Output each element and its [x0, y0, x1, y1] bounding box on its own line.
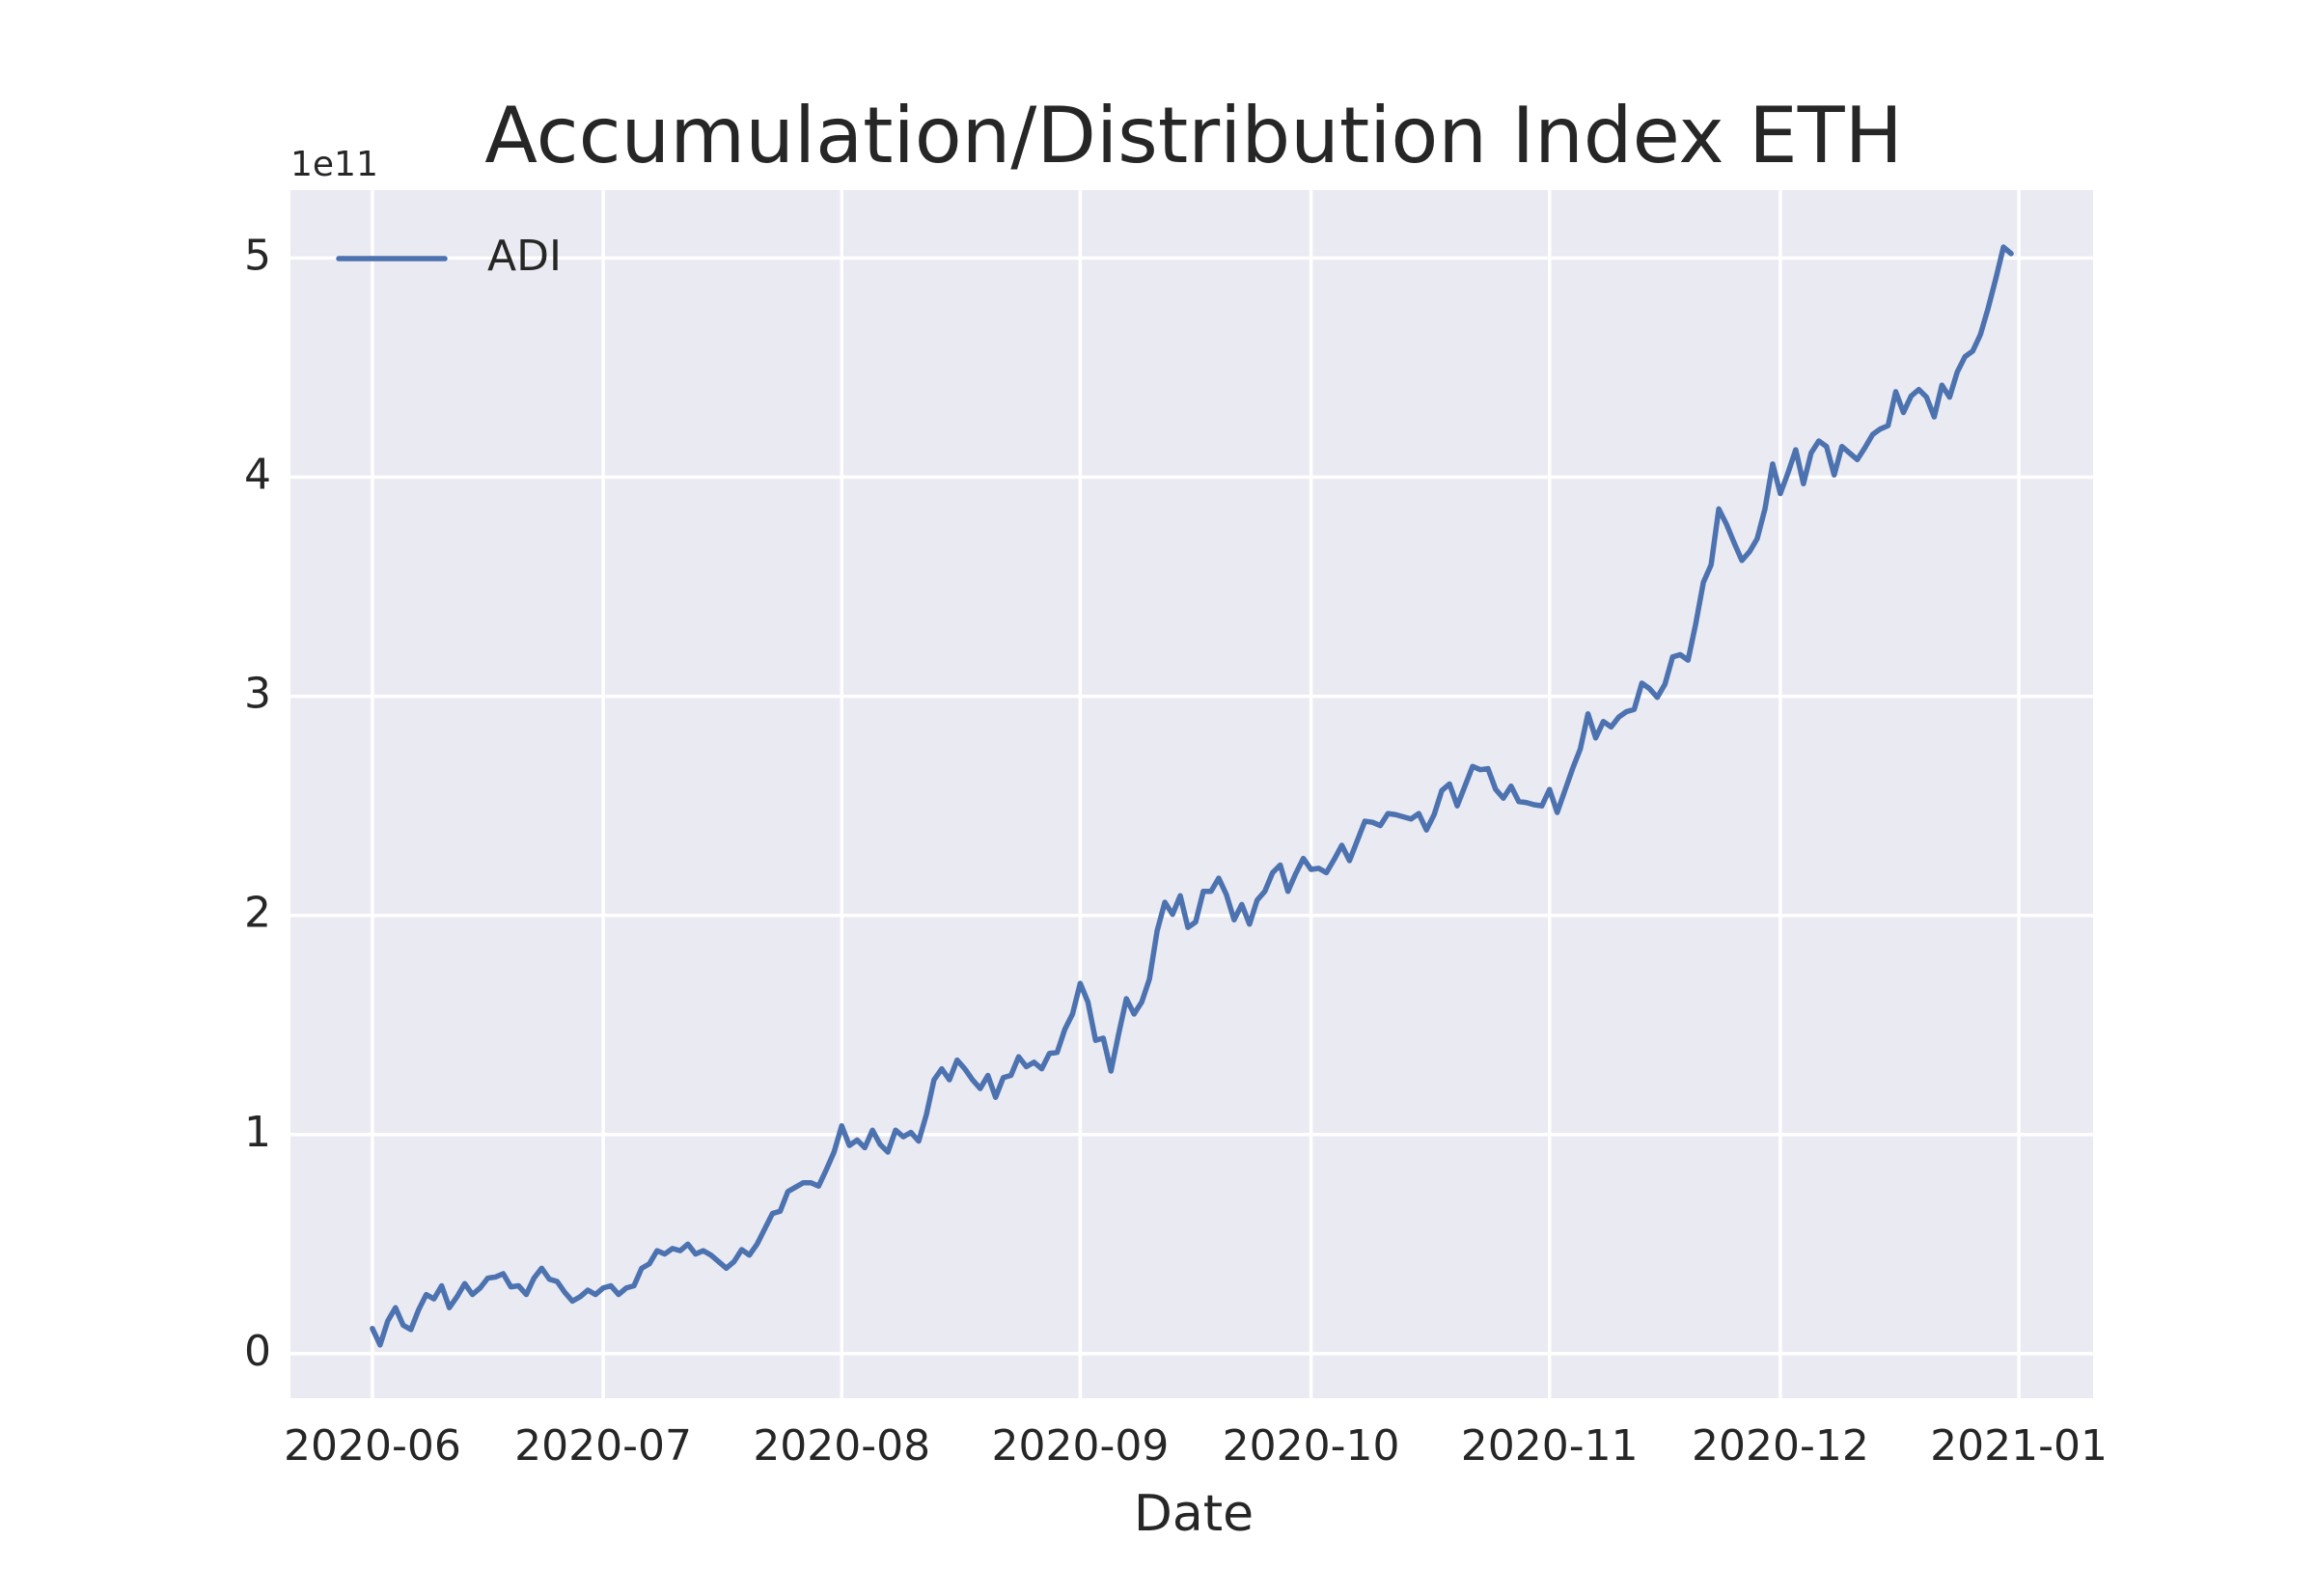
y-tick-label: 3 — [244, 670, 271, 719]
x-tick-label: 2020-06 — [284, 1421, 461, 1471]
y-tick-label: 0 — [244, 1327, 271, 1376]
y-offset-label: 1e11 — [290, 145, 378, 184]
x-axis-label: Date — [1134, 1485, 1254, 1543]
y-tick-label: 4 — [244, 451, 271, 500]
y-tick-label: 1 — [244, 1108, 271, 1157]
x-tick-label: 2020-07 — [514, 1421, 692, 1471]
labels: 0 1 2 3 4 5 2020-06 2020-07 2020-08 2020-09 2020-1… — [244, 231, 2108, 1471]
plot-area — [290, 190, 2093, 1398]
x-tick-label: 2020-10 — [1223, 1421, 1400, 1471]
x-tick-label: 2020-08 — [753, 1421, 930, 1471]
y-tick-label: 2 — [244, 889, 271, 938]
x-tick-label: 2021-01 — [1930, 1421, 2108, 1471]
chart-title: Accumulation/Distribution Index ETH — [484, 91, 1902, 180]
x-tick-label: 2020-11 — [1461, 1421, 1639, 1471]
y-tick-label: 5 — [244, 231, 271, 280]
grid — [290, 190, 2093, 1398]
x-tick-label: 2020-12 — [1692, 1421, 1869, 1471]
legend-label: ADI — [487, 232, 562, 281]
x-tick-label: 2020-09 — [991, 1421, 1169, 1471]
data-line — [370, 244, 2014, 1348]
marks — [370, 244, 2014, 1348]
